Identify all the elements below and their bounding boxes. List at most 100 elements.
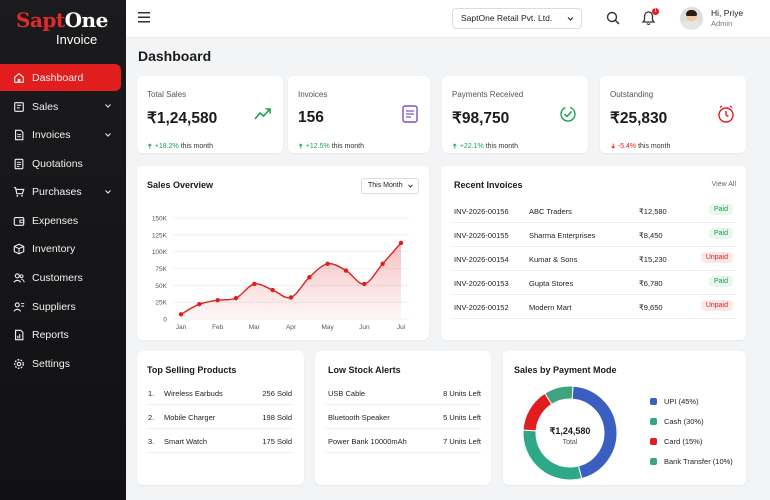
sidebar-item-customers[interactable]: Customers — [0, 265, 126, 292]
sidebar-item-purchases[interactable]: Purchases — [0, 179, 126, 206]
sales-point[interactable] — [362, 281, 367, 287]
sidebar-item-inventory[interactable]: Inventory — [0, 236, 126, 263]
company-select[interactable]: SaptOne Retail Pvt. Ltd. — [452, 8, 582, 29]
donut-slice[interactable] — [522, 429, 583, 481]
logo[interactable]: SaptOne Invoice — [16, 8, 108, 48]
invoice-id[interactable]: INV-2026-00153 — [454, 279, 509, 288]
legend-item: Card (15%) — [650, 437, 702, 446]
delta-value: +12.5% — [305, 143, 330, 150]
stat-value: ₹25,830 — [610, 110, 668, 127]
stat-card-invoices[interactable]: Invoices 156 ➜ +12.5% this month — [288, 76, 430, 153]
sales-point[interactable] — [307, 275, 312, 280]
rank: 2. — [148, 413, 155, 422]
y-tick-label: 100K — [152, 249, 168, 256]
sales-point[interactable] — [270, 287, 275, 293]
units-left: 5 Units Left — [443, 413, 481, 422]
sales-point[interactable] — [178, 312, 184, 317]
sidebar-item-label: Settings — [32, 357, 70, 370]
stat-card-outstanding[interactable]: Outstanding ₹25,830 ➜ -5.4% this month — [600, 76, 746, 153]
x-tick-label: May — [322, 324, 335, 331]
legend-label: Cash (30%) — [664, 417, 704, 426]
sales-area — [181, 242, 401, 319]
search-icon[interactable] — [606, 11, 620, 25]
stat-label: Total Sales — [147, 90, 187, 99]
sales-point[interactable] — [233, 295, 239, 301]
sales-point[interactable] — [343, 268, 349, 273]
x-tick-label: Jul — [397, 324, 406, 331]
stat-card-total-sales[interactable]: Total Sales ₹1,24,580 ➜ +18.2% this month — [137, 76, 283, 153]
y-tick-label: 50K — [155, 283, 167, 290]
wallet-icon — [12, 214, 25, 227]
view-all-link[interactable]: View All — [711, 181, 736, 188]
sales-point[interactable] — [380, 261, 385, 266]
recent-invoices-card: Recent Invoices View All INV-2026-00156 A… — [441, 166, 746, 340]
y-tick-label: 75K — [155, 266, 167, 273]
list-item[interactable]: Power Bank 10000mAh 7 Units Left — [325, 429, 481, 453]
table-row[interactable]: INV-2026-00155 Sharma Enterprises ₹8,450 Pa… — [451, 223, 736, 247]
invoice-icon — [12, 129, 25, 142]
sidebar-item-label: Suppliers — [32, 300, 76, 313]
sidebar-item-invoices[interactable]: Invoices — [0, 122, 126, 149]
invoice-id[interactable]: INV-2026-00155 — [454, 231, 509, 240]
stat-card-payments-received[interactable]: Payments Received ₹98,750 ➜ +22.1% this mo… — [442, 76, 588, 153]
list-item[interactable]: 2. Mobile Charger 198 Sold — [147, 405, 294, 429]
donut-slice[interactable] — [522, 392, 553, 432]
table-row[interactable]: INV-2026-00154 Kumar & Sons ₹15,230 Unpaid — [451, 247, 736, 271]
invoice-amount: ₹8,450 — [639, 231, 663, 240]
stat-label: Payments Received — [452, 90, 524, 99]
x-tick-label: Apr — [286, 324, 297, 331]
chevron-down-icon — [105, 132, 111, 137]
stat-value: ₹98,750 — [452, 110, 510, 127]
sidebar-item-suppliers[interactable]: Suppliers — [0, 293, 126, 320]
invoice-customer: Gupta Stores — [529, 279, 574, 288]
sidebar-item-label: Inventory — [32, 243, 76, 256]
sidebar-item-dashboard[interactable]: Dashboard — [0, 64, 121, 91]
legend-swatch — [650, 398, 657, 405]
sidebar-item-label: Dashboard — [32, 71, 84, 84]
sidebar-item-reports[interactable]: Reports — [0, 322, 126, 349]
payment-donut-chart: ₹1,24,580 Total — [522, 385, 618, 481]
sidebar-item-expenses[interactable]: Expenses — [0, 207, 126, 234]
notification-button[interactable]: 1 — [641, 8, 659, 26]
list-item[interactable]: Bluetooth Speaker 5 Units Left — [325, 405, 481, 429]
gear-icon — [12, 357, 25, 370]
sales-point[interactable] — [197, 301, 202, 307]
stat-delta: ➜ +18.2% this month — [147, 142, 213, 150]
sales-icon — [12, 100, 25, 113]
home-icon — [12, 71, 25, 84]
sales-point[interactable] — [288, 295, 294, 300]
legend-label: Bank Transfer (10%) — [664, 457, 733, 466]
donut-slice[interactable] — [544, 385, 574, 405]
sold-count: 256 Sold — [262, 389, 292, 398]
sales-point[interactable] — [252, 281, 257, 287]
table-row[interactable]: INV-2026-00152 Modern Mart ₹9,650 Unpaid — [451, 295, 736, 319]
list-item[interactable]: 1. Wireless Earbuds 256 Sold — [147, 381, 294, 405]
stat-delta: ➜ +12.5% this month — [298, 142, 364, 150]
sales-point[interactable] — [215, 297, 220, 303]
user-name[interactable]: Hi, Priye — [711, 8, 744, 18]
invoice-id[interactable]: INV-2026-00154 — [454, 255, 509, 264]
invoice-customer: ABC Traders — [529, 207, 572, 216]
delta-suffix: this month — [178, 143, 214, 150]
truck-icon — [12, 300, 25, 313]
invoice-id[interactable]: INV-2026-00152 — [454, 303, 509, 312]
stat-delta: ➜ -5.4% this month — [609, 142, 670, 150]
sidebar-item-sales[interactable]: Sales — [0, 93, 126, 120]
sidebar-item-settings[interactable]: Settings — [0, 350, 126, 377]
avatar[interactable] — [680, 7, 703, 30]
sales-point[interactable] — [398, 240, 404, 246]
invoice-id[interactable]: INV-2026-00156 — [454, 207, 509, 216]
sidebar-item-label: Purchases — [32, 186, 82, 199]
sales-point[interactable] — [325, 261, 330, 266]
invoice-customer: Kumar & Sons — [529, 255, 578, 264]
table-row[interactable]: INV-2026-00156 ABC Traders ₹12,580 Paid — [451, 199, 736, 223]
list-item[interactable]: 3. Smart Watch 175 Sold — [147, 429, 294, 453]
list-item[interactable]: USB Cable 8 Units Left — [325, 381, 481, 405]
donut-center-value: ₹1,24,580 — [550, 426, 591, 436]
table-row[interactable]: INV-2026-00153 Gupta Stores ₹6,780 Paid — [451, 271, 736, 295]
delta-arrow-icon: ➜ — [451, 143, 459, 149]
sidebar-item-quotations[interactable]: Quotations — [0, 150, 126, 177]
range-select[interactable]: This Month — [361, 178, 419, 194]
cart-icon — [12, 186, 25, 199]
menu-icon[interactable] — [138, 12, 150, 23]
